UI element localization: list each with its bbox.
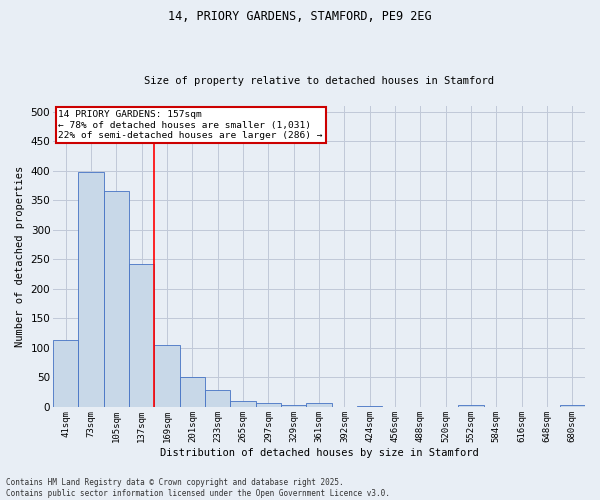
Y-axis label: Number of detached properties: Number of detached properties	[15, 166, 25, 347]
Bar	[104, 192, 129, 407]
Bar	[154, 345, 180, 407]
Title: Size of property relative to detached houses in Stamford: Size of property relative to detached ho…	[144, 76, 494, 86]
Bar	[79, 172, 104, 407]
Bar	[307, 403, 332, 407]
Text: 14, PRIORY GARDENS, STAMFORD, PE9 2EG: 14, PRIORY GARDENS, STAMFORD, PE9 2EG	[168, 10, 432, 23]
Bar	[230, 401, 256, 407]
Bar	[256, 403, 281, 407]
Bar	[458, 405, 484, 407]
Text: 14 PRIORY GARDENS: 157sqm
← 78% of detached houses are smaller (1,031)
22% of se: 14 PRIORY GARDENS: 157sqm ← 78% of detac…	[58, 110, 323, 140]
Bar	[560, 405, 585, 407]
Bar	[205, 390, 230, 407]
X-axis label: Distribution of detached houses by size in Stamford: Distribution of detached houses by size …	[160, 448, 478, 458]
Text: Contains HM Land Registry data © Crown copyright and database right 2025.
Contai: Contains HM Land Registry data © Crown c…	[6, 478, 390, 498]
Bar	[180, 378, 205, 407]
Bar	[281, 405, 307, 407]
Bar	[129, 264, 154, 407]
Bar	[53, 340, 79, 407]
Bar	[357, 406, 382, 407]
